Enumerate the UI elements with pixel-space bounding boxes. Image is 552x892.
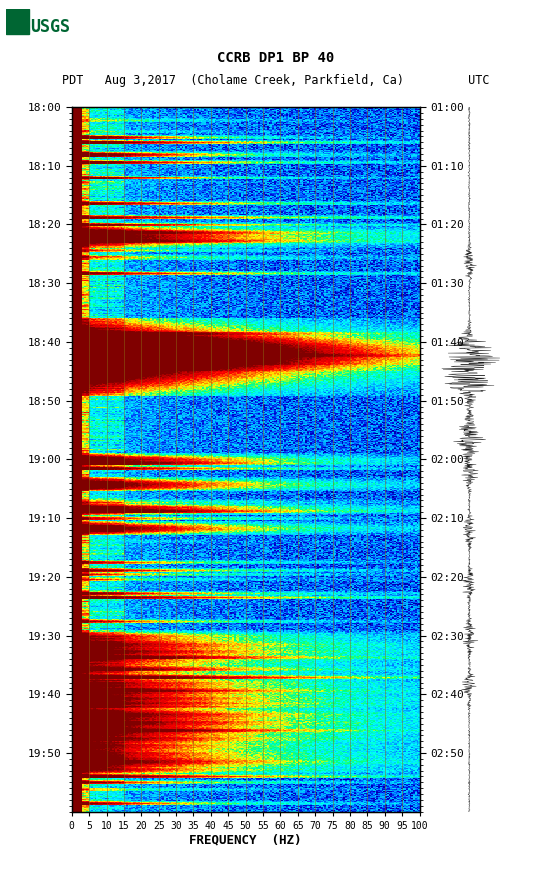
Bar (6, 9, 29, 34)
X-axis label: FREQUENCY  (HZ): FREQUENCY (HZ) (189, 833, 302, 847)
Text: CCRB DP1 BP 40: CCRB DP1 BP 40 (217, 51, 335, 65)
Text: PDT   Aug 3,2017  (Cholame Creek, Parkfield, Ca)         UTC: PDT Aug 3,2017 (Cholame Creek, Parkfield… (62, 74, 490, 87)
Text: USGS: USGS (30, 18, 70, 36)
